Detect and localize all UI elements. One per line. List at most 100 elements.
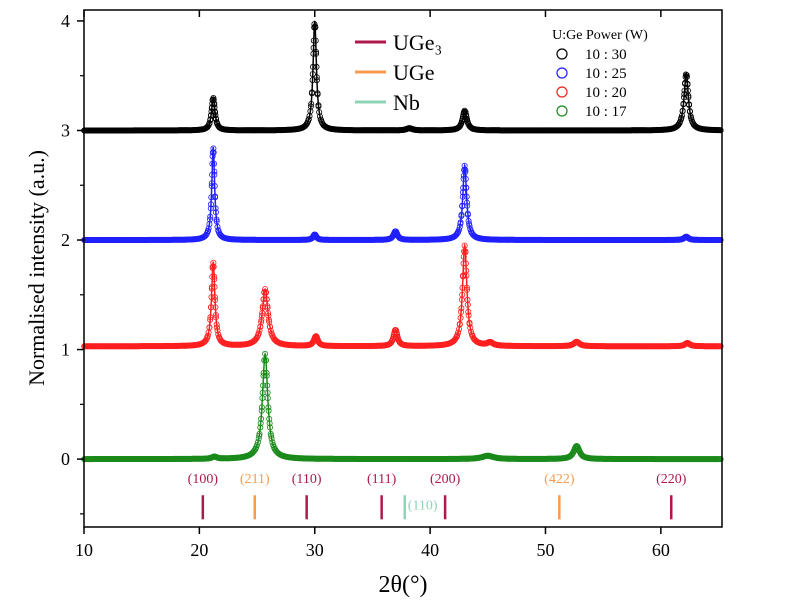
data-point bbox=[208, 182, 215, 189]
legend-title: U:Ge Power (W) bbox=[552, 28, 648, 43]
legend-label: UGe bbox=[393, 60, 435, 85]
data-point bbox=[693, 342, 700, 349]
x-tick-label: 50 bbox=[536, 540, 554, 560]
data-point bbox=[679, 108, 686, 115]
data-point bbox=[308, 90, 315, 97]
data-point bbox=[455, 226, 462, 233]
y-axis-label: Normalised intensity (a.u.) bbox=[24, 150, 49, 386]
legend-label: Nb bbox=[393, 90, 420, 115]
legend-label: 10 : 17 bbox=[585, 104, 627, 120]
data-point bbox=[255, 435, 262, 442]
data-point bbox=[264, 382, 271, 389]
x-tick-label: 20 bbox=[190, 540, 208, 560]
data-point bbox=[266, 420, 273, 427]
series-1025 bbox=[81, 145, 724, 243]
data-point bbox=[455, 329, 462, 336]
data-point bbox=[206, 216, 213, 223]
data-point bbox=[463, 184, 470, 191]
y-tick-label: 4 bbox=[61, 11, 70, 31]
data-point bbox=[208, 194, 215, 201]
data-point bbox=[308, 101, 315, 108]
data-point bbox=[214, 327, 221, 334]
legend-marker bbox=[556, 48, 568, 60]
legend-marker bbox=[556, 86, 568, 98]
reflection-label: (422) bbox=[544, 472, 575, 487]
data-point bbox=[684, 87, 691, 94]
data-point bbox=[209, 100, 216, 107]
data-point bbox=[456, 223, 463, 230]
data-point bbox=[471, 455, 478, 462]
data-point bbox=[688, 114, 695, 121]
data-point bbox=[208, 108, 215, 115]
data-point bbox=[272, 337, 279, 344]
y-tick-label: 2 bbox=[61, 230, 70, 250]
y-tick-label: 0 bbox=[61, 449, 70, 469]
data-point bbox=[260, 382, 267, 389]
data-point bbox=[317, 116, 324, 123]
data-point bbox=[461, 162, 468, 169]
data-point bbox=[497, 342, 504, 349]
data-point bbox=[572, 443, 579, 450]
data-point bbox=[207, 116, 214, 123]
reflection-label: (111) bbox=[367, 472, 397, 487]
data-point bbox=[213, 218, 220, 225]
data-point bbox=[476, 339, 483, 346]
data-point bbox=[268, 432, 275, 439]
data-point bbox=[309, 71, 316, 78]
reflection-label: (100) bbox=[188, 472, 219, 487]
data-point bbox=[563, 454, 570, 461]
data-point bbox=[258, 415, 265, 422]
x-axis-label: 2θ(°) bbox=[378, 572, 427, 598]
data-point bbox=[457, 314, 464, 321]
data-point bbox=[215, 227, 222, 234]
data-point bbox=[575, 339, 582, 346]
legend-marker bbox=[556, 105, 568, 117]
data-point bbox=[315, 103, 322, 110]
data-point bbox=[309, 77, 316, 84]
axes: 10 20 30 40 50 60 0 1 2 3 4 bbox=[61, 10, 670, 560]
data-point bbox=[460, 175, 467, 182]
data-point bbox=[312, 24, 319, 31]
data-point bbox=[463, 193, 470, 200]
data-point bbox=[262, 286, 269, 293]
data-point bbox=[313, 77, 320, 84]
data-point bbox=[682, 80, 689, 87]
data-point bbox=[717, 127, 724, 134]
data-point bbox=[717, 343, 724, 350]
data-point bbox=[265, 407, 272, 414]
data-point bbox=[683, 233, 690, 240]
data-point bbox=[263, 296, 270, 303]
data-point bbox=[212, 194, 219, 201]
data-point bbox=[210, 145, 217, 152]
data-point bbox=[266, 415, 273, 422]
data-point bbox=[464, 211, 471, 218]
data-point bbox=[464, 202, 471, 209]
data-point bbox=[258, 318, 265, 325]
data-point bbox=[463, 284, 470, 291]
data-point bbox=[211, 100, 218, 107]
y-tick-label: 3 bbox=[61, 120, 70, 140]
data-point bbox=[466, 320, 473, 327]
data-point bbox=[202, 455, 209, 462]
reflection-label: (200) bbox=[430, 472, 461, 487]
data-point bbox=[462, 175, 469, 182]
data-point bbox=[257, 424, 264, 431]
data-point bbox=[211, 108, 218, 115]
data-point bbox=[572, 339, 579, 346]
data-point bbox=[310, 37, 317, 44]
data-point bbox=[568, 451, 575, 458]
data-point bbox=[262, 350, 269, 357]
series-line bbox=[84, 351, 721, 460]
data-point bbox=[265, 312, 272, 319]
data-point bbox=[209, 160, 216, 167]
data-point bbox=[253, 335, 260, 342]
series-1017 bbox=[81, 350, 724, 463]
data-point bbox=[686, 108, 693, 115]
data-point bbox=[681, 87, 688, 94]
data-point bbox=[459, 284, 466, 291]
data-point bbox=[265, 404, 272, 411]
data-point bbox=[212, 311, 219, 318]
data-point bbox=[677, 118, 684, 125]
data-point bbox=[459, 189, 466, 196]
